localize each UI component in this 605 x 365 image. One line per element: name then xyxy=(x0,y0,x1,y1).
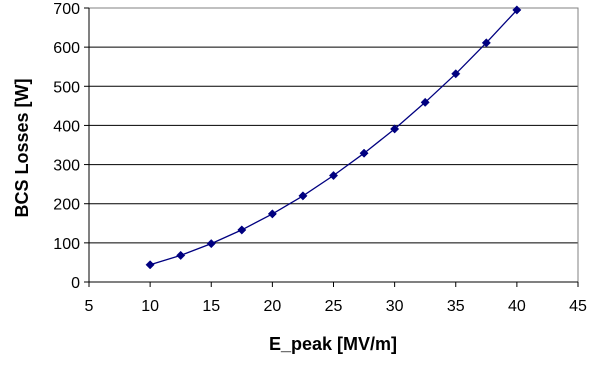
x-tick-label: 45 xyxy=(569,298,587,315)
plot-area xyxy=(88,7,579,283)
y-axis-title: BCS Losses [W] xyxy=(12,78,32,217)
x-tick-label: 15 xyxy=(202,298,220,315)
data-point xyxy=(328,170,339,181)
data-point xyxy=(481,38,491,48)
x-tick-label: 20 xyxy=(263,298,281,315)
data-point xyxy=(176,250,186,260)
x-tick-label: 40 xyxy=(508,298,526,315)
data-point xyxy=(420,97,430,107)
series xyxy=(145,5,522,270)
y-tick-label: 500 xyxy=(53,79,80,96)
data-point xyxy=(298,191,308,201)
y-tick-label: 700 xyxy=(53,1,80,18)
y-tick-label: 600 xyxy=(53,40,80,57)
axes xyxy=(84,7,579,287)
data-point xyxy=(451,69,461,79)
data-point xyxy=(359,148,369,158)
x-tick-label: 30 xyxy=(386,298,404,315)
x-tick-label: 35 xyxy=(447,298,465,315)
x-tick-label: 10 xyxy=(141,298,159,315)
data-point xyxy=(145,260,155,270)
y-tick-label: 300 xyxy=(53,158,80,175)
data-point xyxy=(390,124,400,134)
data-point xyxy=(206,239,216,249)
data-point xyxy=(267,209,277,219)
gridlines xyxy=(89,7,578,244)
tick-labels: 0 100 200 300 400 500 600 700 5 10 15 20 25 30 35 40 45 xyxy=(53,1,587,315)
data-point xyxy=(237,225,247,235)
y-tick-label: 0 xyxy=(71,275,80,292)
y-tick-label: 200 xyxy=(53,197,80,214)
x-tick-label: 25 xyxy=(325,298,343,315)
x-tick-label: 5 xyxy=(85,298,94,315)
x-axis-title: E_peak [MV/m] xyxy=(269,334,397,354)
series-line xyxy=(149,9,518,266)
y-tick-label: 400 xyxy=(53,118,80,135)
data-point xyxy=(512,5,522,15)
y-tick-label: 100 xyxy=(53,236,80,253)
